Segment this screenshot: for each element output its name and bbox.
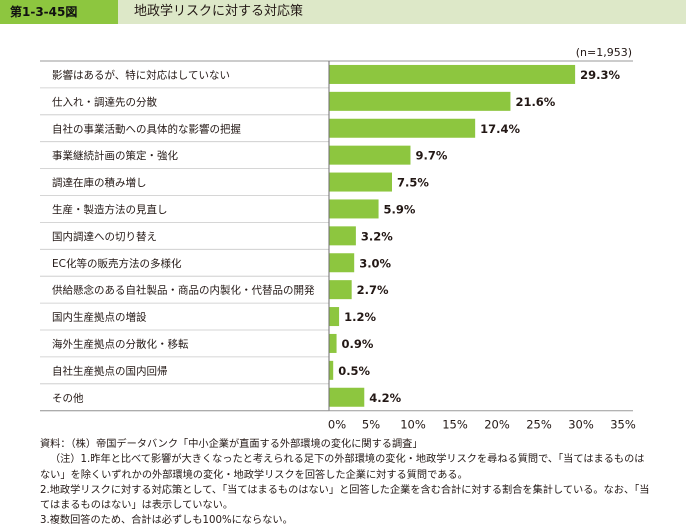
note-3: 3.複数回答のため、合計は必ずしも100%にならない。 bbox=[40, 515, 293, 527]
value-label: 2.7% bbox=[357, 283, 389, 297]
source-note: 資料：（株）帝国データバンク「中小企業が直面する外部環境の変化に関する調査」 bbox=[40, 439, 423, 450]
category-label: 国内生産拠点の増設 bbox=[52, 311, 147, 324]
value-label: 1.2% bbox=[344, 310, 376, 324]
bar bbox=[329, 226, 356, 246]
bar bbox=[329, 145, 411, 165]
bar bbox=[329, 387, 365, 407]
x-tick-label: 35% bbox=[610, 418, 636, 432]
x-axis: 0%5%10%15%20%25%30%35%(%) bbox=[40, 61, 636, 432]
note-2-line-1: 2.地政学リスクに対する対応策として、「当てはまるものはない」と回答した企業を含… bbox=[40, 484, 650, 496]
bar bbox=[329, 280, 352, 300]
category-label: 海外生産拠点の分散化・移転 bbox=[52, 337, 189, 350]
bar bbox=[329, 64, 576, 84]
category-label: 仕入れ・調達先の分散 bbox=[52, 95, 157, 108]
x-tick-label: 0% bbox=[328, 418, 346, 432]
notes: 資料：（株）帝国データバンク「中小企業が直面する外部環境の変化に関する調査」 （… bbox=[40, 437, 680, 529]
x-tick-label: 30% bbox=[568, 418, 594, 432]
value-label: 4.2% bbox=[369, 391, 401, 405]
note-1-line-2: ない」を除くいずれかの外部環境の変化・地政学リスクを回答した企業に対する質問であ… bbox=[40, 469, 468, 481]
x-tick-label: 25% bbox=[526, 418, 552, 432]
value-label: 0.9% bbox=[342, 337, 374, 351]
category-label: その他 bbox=[52, 391, 84, 404]
value-label: 3.0% bbox=[359, 256, 391, 270]
bar bbox=[329, 253, 355, 273]
note-1-line-1: （注）1.昨年と比べて影響が大きくなったと考えられる足下の外部環境の変化・地政学… bbox=[50, 454, 645, 466]
value-label: 17.4% bbox=[480, 122, 520, 136]
sample-size-note: (n=1,953) bbox=[576, 46, 632, 59]
bar bbox=[329, 172, 392, 192]
x-tick-label: 5% bbox=[362, 418, 380, 432]
bar bbox=[329, 333, 337, 353]
category-label: 供給懸念のある自社製品・商品の内製化・代替品の開発 bbox=[52, 284, 315, 297]
value-label: 5.9% bbox=[384, 202, 416, 216]
value-label: 21.6% bbox=[515, 95, 555, 109]
x-tick-label: 20% bbox=[484, 418, 510, 432]
category-label: 事業継続計画の策定・強化 bbox=[52, 149, 178, 162]
category-label: 国内調達への切り替え bbox=[52, 230, 157, 243]
chart-bars: 29.3% 21.6% 17.4% 9.7% 7.5% 5.9% 3.2% 3.0% 2.7% 1… bbox=[329, 64, 620, 407]
value-label: 29.3% bbox=[580, 68, 620, 82]
value-label: 9.7% bbox=[415, 149, 447, 163]
category-label: EC化等の販売方法の多様化 bbox=[52, 257, 182, 270]
figure-header: 第1-3-45図 地政学リスクに対する対応策 bbox=[0, 0, 686, 24]
figure-number: 第1-3-45図 bbox=[0, 0, 118, 24]
value-label: 7.5% bbox=[397, 176, 429, 190]
note-2-line-2: てはまるものはない」は表示していない。 bbox=[40, 500, 234, 512]
x-tick-label: 15% bbox=[442, 418, 468, 432]
value-label: 3.2% bbox=[361, 229, 393, 243]
category-label: 調達在庫の積み増し bbox=[52, 176, 147, 189]
figure-title: 地政学リスクに対する対応策 bbox=[118, 0, 686, 24]
bar bbox=[329, 199, 379, 219]
bar bbox=[329, 307, 340, 327]
bar-chart: (n=1,953) 影響はあるが、特に対応はしていない仕入れ・調達先の分散自社の… bbox=[40, 46, 636, 432]
chart-rows: 影響はあるが、特に対応はしていない仕入れ・調達先の分散自社の事業活動への具体的な… bbox=[40, 60, 633, 412]
category-label: 自社生産拠点の国内回帰 bbox=[52, 364, 168, 377]
bar bbox=[329, 118, 476, 138]
category-label: 影響はあるが、特に対応はしていない bbox=[52, 68, 230, 81]
category-label: 自社の事業活動への具体的な影響の把握 bbox=[52, 122, 241, 135]
bar bbox=[329, 360, 334, 380]
value-label: 0.5% bbox=[338, 364, 370, 378]
bar bbox=[329, 91, 511, 111]
x-tick-label: 10% bbox=[400, 418, 426, 432]
category-label: 生産・製造方法の見直し bbox=[52, 203, 168, 216]
